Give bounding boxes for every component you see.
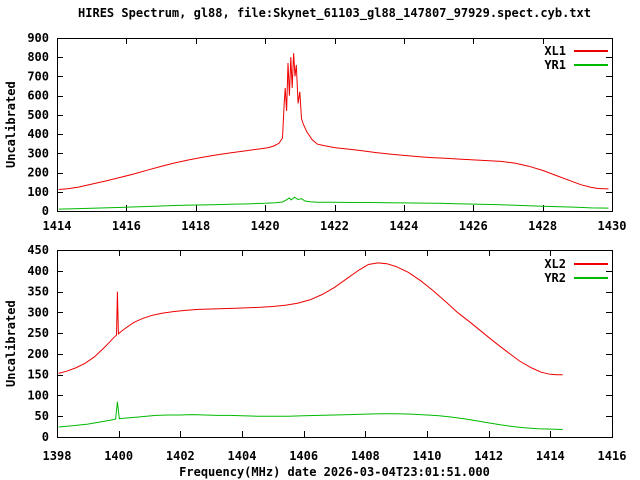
y-axis-label-bottom: Uncalibrated — [4, 300, 18, 387]
x-axis-label: Frequency(MHz) date 2026-03-04T23:01:51.… — [179, 465, 490, 479]
x-tick-label: 1422 — [320, 219, 349, 233]
legend-entry-xl2: XL2 — [506, 256, 608, 271]
legend-entry-yr2: YR2 — [506, 270, 608, 285]
x-tick-label: 1416 — [598, 449, 627, 463]
series-YR2-line — [58, 401, 563, 430]
y-tick-label: 0 — [42, 430, 49, 444]
series-XL2-line — [58, 262, 563, 376]
x-tick-label: 1420 — [251, 219, 280, 233]
y-tick-label: 100 — [27, 185, 49, 199]
series-XL1-line — [58, 53, 609, 190]
y-tick-label: 300 — [27, 305, 49, 319]
x-tick-label: 1400 — [104, 449, 133, 463]
x-tick-label: 1408 — [351, 449, 380, 463]
y-tick-label: 350 — [27, 285, 49, 299]
y-axis-label-top: Uncalibrated — [4, 81, 18, 168]
legend-line-sample-yr1 — [574, 63, 608, 66]
x-tick-label: 1428 — [528, 219, 557, 233]
y-tick-label: 800 — [27, 50, 49, 64]
x-tick-label: 1414 — [536, 449, 565, 463]
y-tick-label: 200 — [27, 166, 49, 180]
x-tick-label: 1416 — [112, 219, 141, 233]
y-tick-label: 150 — [27, 368, 49, 382]
legend-label-yr1: YR1 — [544, 57, 566, 72]
y-tick-label: 400 — [27, 264, 49, 278]
y-tick-label: 500 — [27, 108, 49, 122]
y-tick-label: 100 — [27, 388, 49, 402]
legend-label-xl1: XL1 — [544, 43, 566, 58]
plot-border — [57, 250, 613, 438]
x-tick-label: 1426 — [459, 219, 488, 233]
x-tick-label: 1404 — [228, 449, 257, 463]
chart-title: HIRES Spectrum, gl88, file:Skynet_61103_… — [78, 6, 591, 20]
legend-entry-xl1: XL1 — [506, 43, 608, 58]
x-tick-label: 1402 — [166, 449, 195, 463]
x-tick-label: 1410 — [413, 449, 442, 463]
y-tick-label: 450 — [27, 243, 49, 257]
x-tick-label: 1418 — [181, 219, 210, 233]
x-tick-label: 1430 — [598, 219, 627, 233]
x-tick-label: 1414 — [43, 219, 72, 233]
x-tick-label: 1424 — [389, 219, 418, 233]
y-tick-label: 200 — [27, 347, 49, 361]
y-tick-label: 900 — [27, 31, 49, 45]
legend-entry-yr1: YR1 — [506, 57, 608, 72]
y-tick-label: 300 — [27, 146, 49, 160]
x-tick-label: 1412 — [474, 449, 503, 463]
top-plot: 1414 1416 1418 1420 1422 1424 1426 1428 1430 0 100… — [27, 31, 626, 233]
x-tick-label: 1406 — [289, 449, 318, 463]
y-tick-label: 50 — [35, 409, 49, 423]
series-YR1-line — [58, 196, 609, 210]
legend-line-sample-xl1 — [574, 49, 608, 52]
bottom-plot: 1398 1400 1402 1404 1406 1408 1410 1412 1414 1416… — [27, 243, 626, 463]
y-tick-label: 400 — [27, 127, 49, 141]
legend-label-yr2: YR2 — [544, 270, 566, 285]
legend-label-xl2: XL2 — [544, 256, 566, 271]
legend-line-sample-yr2 — [574, 276, 608, 279]
x-tick-label: 1398 — [43, 449, 72, 463]
y-tick-label: 0 — [42, 204, 49, 218]
y-tick-label: 600 — [27, 89, 49, 103]
legend-line-sample-xl2 — [574, 262, 608, 265]
y-tick-label: 250 — [27, 326, 49, 340]
y-tick-label: 700 — [27, 69, 49, 83]
